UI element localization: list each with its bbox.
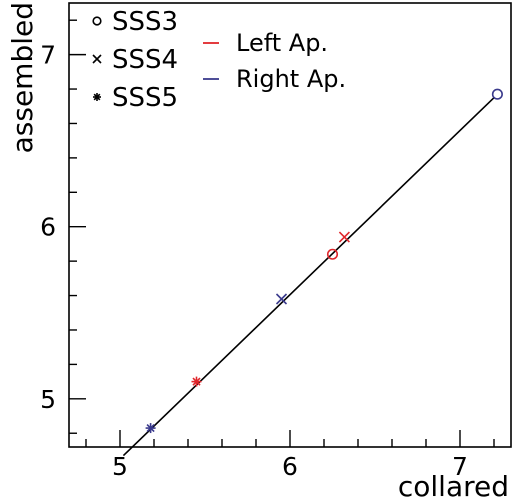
data-point bbox=[491, 88, 503, 100]
legend: SSS3 SSS4 SSS5 Left Ap. Right Ap. bbox=[92, 7, 346, 113]
legend-label: SSS4 bbox=[112, 45, 178, 75]
marker-stroke bbox=[93, 93, 101, 101]
marker-stroke bbox=[192, 377, 201, 386]
fit-line bbox=[122, 97, 495, 457]
legend-marker bbox=[92, 16, 102, 26]
data-points bbox=[145, 88, 503, 434]
marker-circle bbox=[92, 16, 102, 26]
marker-stroke bbox=[338, 231, 350, 243]
marker-stroke bbox=[92, 54, 102, 64]
data-point bbox=[275, 293, 288, 305]
y-tick-label: 6 bbox=[40, 213, 56, 242]
legend-color-label: Right Ap. bbox=[236, 65, 346, 93]
legend-label: SSS3 bbox=[112, 7, 178, 37]
legend-marker bbox=[92, 54, 102, 64]
data-point bbox=[338, 231, 350, 243]
marker-circle bbox=[326, 248, 339, 260]
marker-stroke bbox=[146, 423, 155, 433]
legend-color-label: Left Ap. bbox=[236, 29, 328, 57]
legend-label: SSS5 bbox=[112, 83, 178, 113]
x-axis-label: collared bbox=[398, 470, 509, 499]
data-point bbox=[191, 376, 202, 387]
ticks: 5 6 7 5 6 7 bbox=[40, 19, 495, 481]
y-tick-label: 7 bbox=[40, 41, 56, 70]
marker-stroke bbox=[275, 293, 288, 305]
marker-circle bbox=[491, 88, 503, 100]
x-tick-label: 7 bbox=[452, 452, 468, 481]
data-point bbox=[145, 423, 156, 434]
legend-marker bbox=[93, 93, 101, 101]
data-point bbox=[326, 248, 339, 260]
x-tick-label: 6 bbox=[282, 452, 298, 481]
x-tick-label: 5 bbox=[112, 452, 128, 481]
y-axis-label: assembled bbox=[6, 2, 39, 153]
fit-line-group bbox=[122, 97, 495, 457]
y-tick-label: 5 bbox=[40, 385, 56, 414]
